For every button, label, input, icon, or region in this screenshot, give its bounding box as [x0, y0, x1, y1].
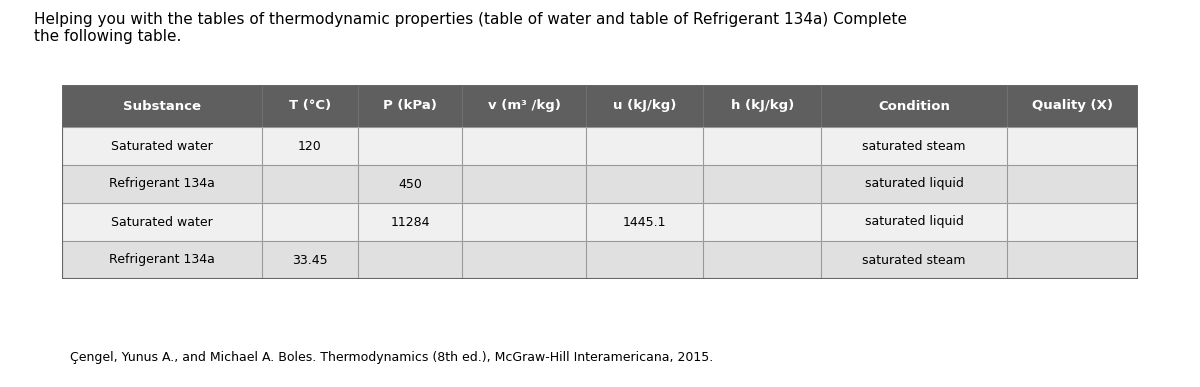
Text: 1445.1: 1445.1 — [623, 216, 666, 228]
Text: Refrigerant 134a: Refrigerant 134a — [109, 253, 215, 267]
Text: Çengel, Yunus A., and Michael A. Boles. Thermodynamics (8th ed.), McGraw-Hill In: Çengel, Yunus A., and Michael A. Boles. … — [70, 351, 713, 364]
Text: Saturated water: Saturated water — [110, 139, 212, 152]
Text: Helping you with the tables of thermodynamic properties (table of water and tabl: Helping you with the tables of thermodyn… — [34, 12, 907, 44]
Text: 450: 450 — [398, 178, 422, 190]
Text: saturated steam: saturated steam — [863, 253, 966, 267]
Text: h (kJ/kg): h (kJ/kg) — [731, 99, 794, 113]
Text: P (kPa): P (kPa) — [383, 99, 437, 113]
Text: u (kJ/kg): u (kJ/kg) — [613, 99, 677, 113]
Text: 33.45: 33.45 — [292, 253, 328, 267]
Text: saturated liquid: saturated liquid — [864, 216, 964, 228]
Text: 120: 120 — [298, 139, 322, 152]
Text: Refrigerant 134a: Refrigerant 134a — [109, 178, 215, 190]
Text: 11284: 11284 — [390, 216, 430, 228]
Text: saturated liquid: saturated liquid — [864, 178, 964, 190]
Text: T (°C): T (°C) — [289, 99, 331, 113]
Text: Substance: Substance — [122, 99, 200, 113]
Text: Quality (X): Quality (X) — [1032, 99, 1114, 113]
Text: Saturated water: Saturated water — [110, 216, 212, 228]
Text: saturated steam: saturated steam — [863, 139, 966, 152]
Text: Condition: Condition — [878, 99, 950, 113]
Text: v (m³ /kg): v (m³ /kg) — [487, 99, 560, 113]
